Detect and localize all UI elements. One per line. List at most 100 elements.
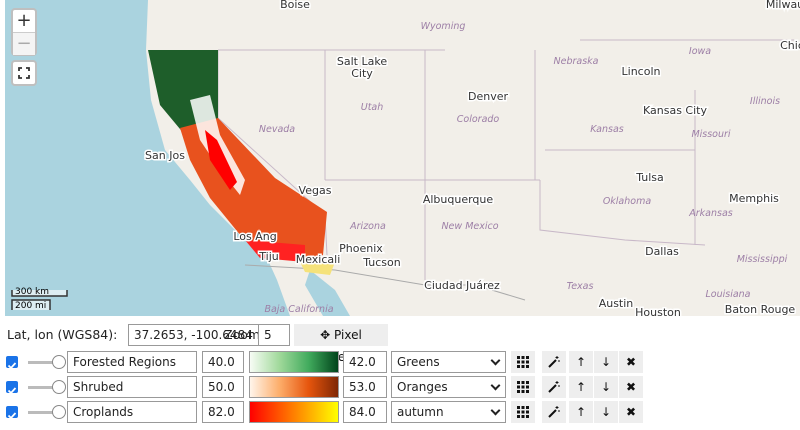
layer-checkbox[interactable] — [6, 356, 18, 370]
city-label: San Jos — [145, 149, 185, 162]
settings-button[interactable] — [511, 401, 535, 423]
layer-min[interactable]: 82.0 — [202, 401, 244, 423]
palette-select[interactable]: Oranges — [391, 376, 506, 398]
region-label: Texas — [567, 281, 594, 292]
layer-max[interactable]: 42.0 — [343, 351, 387, 373]
latlon-label: Lat, lon (WGS84): — [7, 327, 118, 342]
zoom-label: Zoom: — [224, 327, 265, 342]
layer-max[interactable]: 53.0 — [343, 376, 387, 398]
region-label: Utah — [361, 102, 384, 113]
style-button[interactable] — [542, 401, 566, 423]
opacity-track — [28, 386, 58, 389]
scale-mi: 200 mi — [15, 301, 46, 311]
city-label: Memphis — [729, 192, 779, 205]
city-label: Baton Rouge — [725, 303, 796, 316]
layer-checkbox[interactable] — [6, 381, 18, 395]
fullscreen-icon — [18, 67, 30, 79]
colorbar — [249, 401, 339, 423]
region-label: Louisiana — [705, 289, 750, 300]
select-arrow — [490, 405, 501, 416]
region-label: Baja California — [264, 304, 333, 315]
city-label: Ciudad Juárez — [424, 279, 500, 292]
remove-layer-button[interactable]: ✖ — [619, 401, 643, 423]
remove-layer-button[interactable]: ✖ — [619, 376, 643, 398]
zoom-input[interactable]: 5 — [258, 324, 290, 346]
region-label: New Mexico — [441, 221, 498, 232]
move-down-button[interactable]: ↓ — [594, 351, 618, 373]
region-label: Nebraska — [554, 56, 599, 67]
city-label: Albuquerque — [423, 193, 494, 206]
move-up-button[interactable]: ↑ — [569, 351, 593, 373]
region-label: Illinois — [750, 96, 780, 107]
opacity-slider[interactable] — [52, 380, 66, 394]
layer-min[interactable]: 40.0 — [202, 351, 244, 373]
move-up-button[interactable]: ↑ — [569, 376, 593, 398]
opacity-slider[interactable] — [52, 405, 66, 419]
city-label: Milwau — [766, 0, 800, 11]
region-label: Arizona — [349, 221, 386, 232]
city-label: City — [351, 67, 373, 80]
style-button[interactable] — [542, 351, 566, 373]
zoom-in[interactable]: + — [13, 10, 35, 33]
latlon-input[interactable]: 37.2653, -100.6484 — [128, 324, 288, 346]
palette-select[interactable]: autumn — [391, 401, 506, 423]
style-button[interactable] — [542, 376, 566, 398]
city-label: Chic — [780, 39, 800, 52]
ocean — [5, 0, 290, 316]
layer-min[interactable]: 50.0 — [202, 376, 244, 398]
region-label: Wyoming — [421, 21, 466, 32]
pixel-inspector-button[interactable]: ✥ Pixel inspector — [294, 324, 388, 364]
layer-name[interactable]: Forested Regions — [67, 351, 197, 373]
city-label: Mexicali — [296, 253, 341, 266]
city-label: Denver — [468, 90, 508, 103]
zoom-control: + − — [11, 8, 37, 56]
city-label: Tulsa — [635, 171, 664, 184]
cropland-layer — [245, 240, 305, 262]
cropland-layer — [205, 130, 237, 190]
colorbar — [249, 376, 339, 398]
layer-name[interactable]: Croplands — [67, 401, 197, 423]
region-label: Mississippi — [737, 254, 788, 265]
region-label: Missouri — [691, 129, 730, 140]
palette-select[interactable]: Greens — [391, 351, 506, 373]
city-label: Salt Lake — [337, 55, 387, 68]
layer-checkbox[interactable] — [6, 406, 18, 420]
move-down-button[interactable]: ↓ — [594, 376, 618, 398]
layer-max[interactable]: 84.0 — [343, 401, 387, 423]
city-label: Austin — [599, 297, 634, 310]
region-label: Colorado — [457, 114, 500, 125]
opacity-track — [28, 361, 58, 364]
zoom-out[interactable]: − — [13, 33, 35, 55]
select-arrow — [490, 380, 501, 391]
city-label: Phoenix — [339, 242, 383, 255]
move-down-button[interactable]: ↓ — [594, 401, 618, 423]
region-label: Arkansas — [688, 208, 733, 219]
region-label: Nevada — [259, 124, 295, 135]
city-label: Los Ang — [233, 230, 276, 243]
city-label: Tucson — [362, 256, 401, 269]
city-label: Vegas — [299, 184, 332, 197]
remove-layer-button[interactable]: ✖ — [619, 351, 643, 373]
layer-name[interactable]: Shrubed — [67, 376, 197, 398]
select-arrow — [490, 355, 501, 366]
scale-km: 300 km — [15, 287, 49, 297]
gulf — [305, 270, 350, 316]
region-label: Oklahoma — [603, 196, 652, 207]
scale-bar: 300 km 200 mi — [11, 287, 68, 311]
city-label: Boise — [280, 0, 310, 11]
opacity-track — [28, 411, 58, 414]
city-label: Houston — [635, 306, 681, 316]
settings-button[interactable] — [511, 351, 535, 373]
city-label: Kansas City — [643, 104, 707, 117]
fullscreen[interactable] — [11, 60, 37, 86]
region-label: Kansas — [590, 124, 624, 135]
settings-button[interactable] — [511, 376, 535, 398]
opacity-slider[interactable] — [52, 355, 66, 369]
city-label: Dallas — [645, 245, 679, 258]
colorbar — [249, 351, 339, 373]
cropland-layer — [300, 262, 335, 275]
move-up-button[interactable]: ↑ — [569, 401, 593, 423]
region-label: Iowa — [689, 46, 711, 57]
